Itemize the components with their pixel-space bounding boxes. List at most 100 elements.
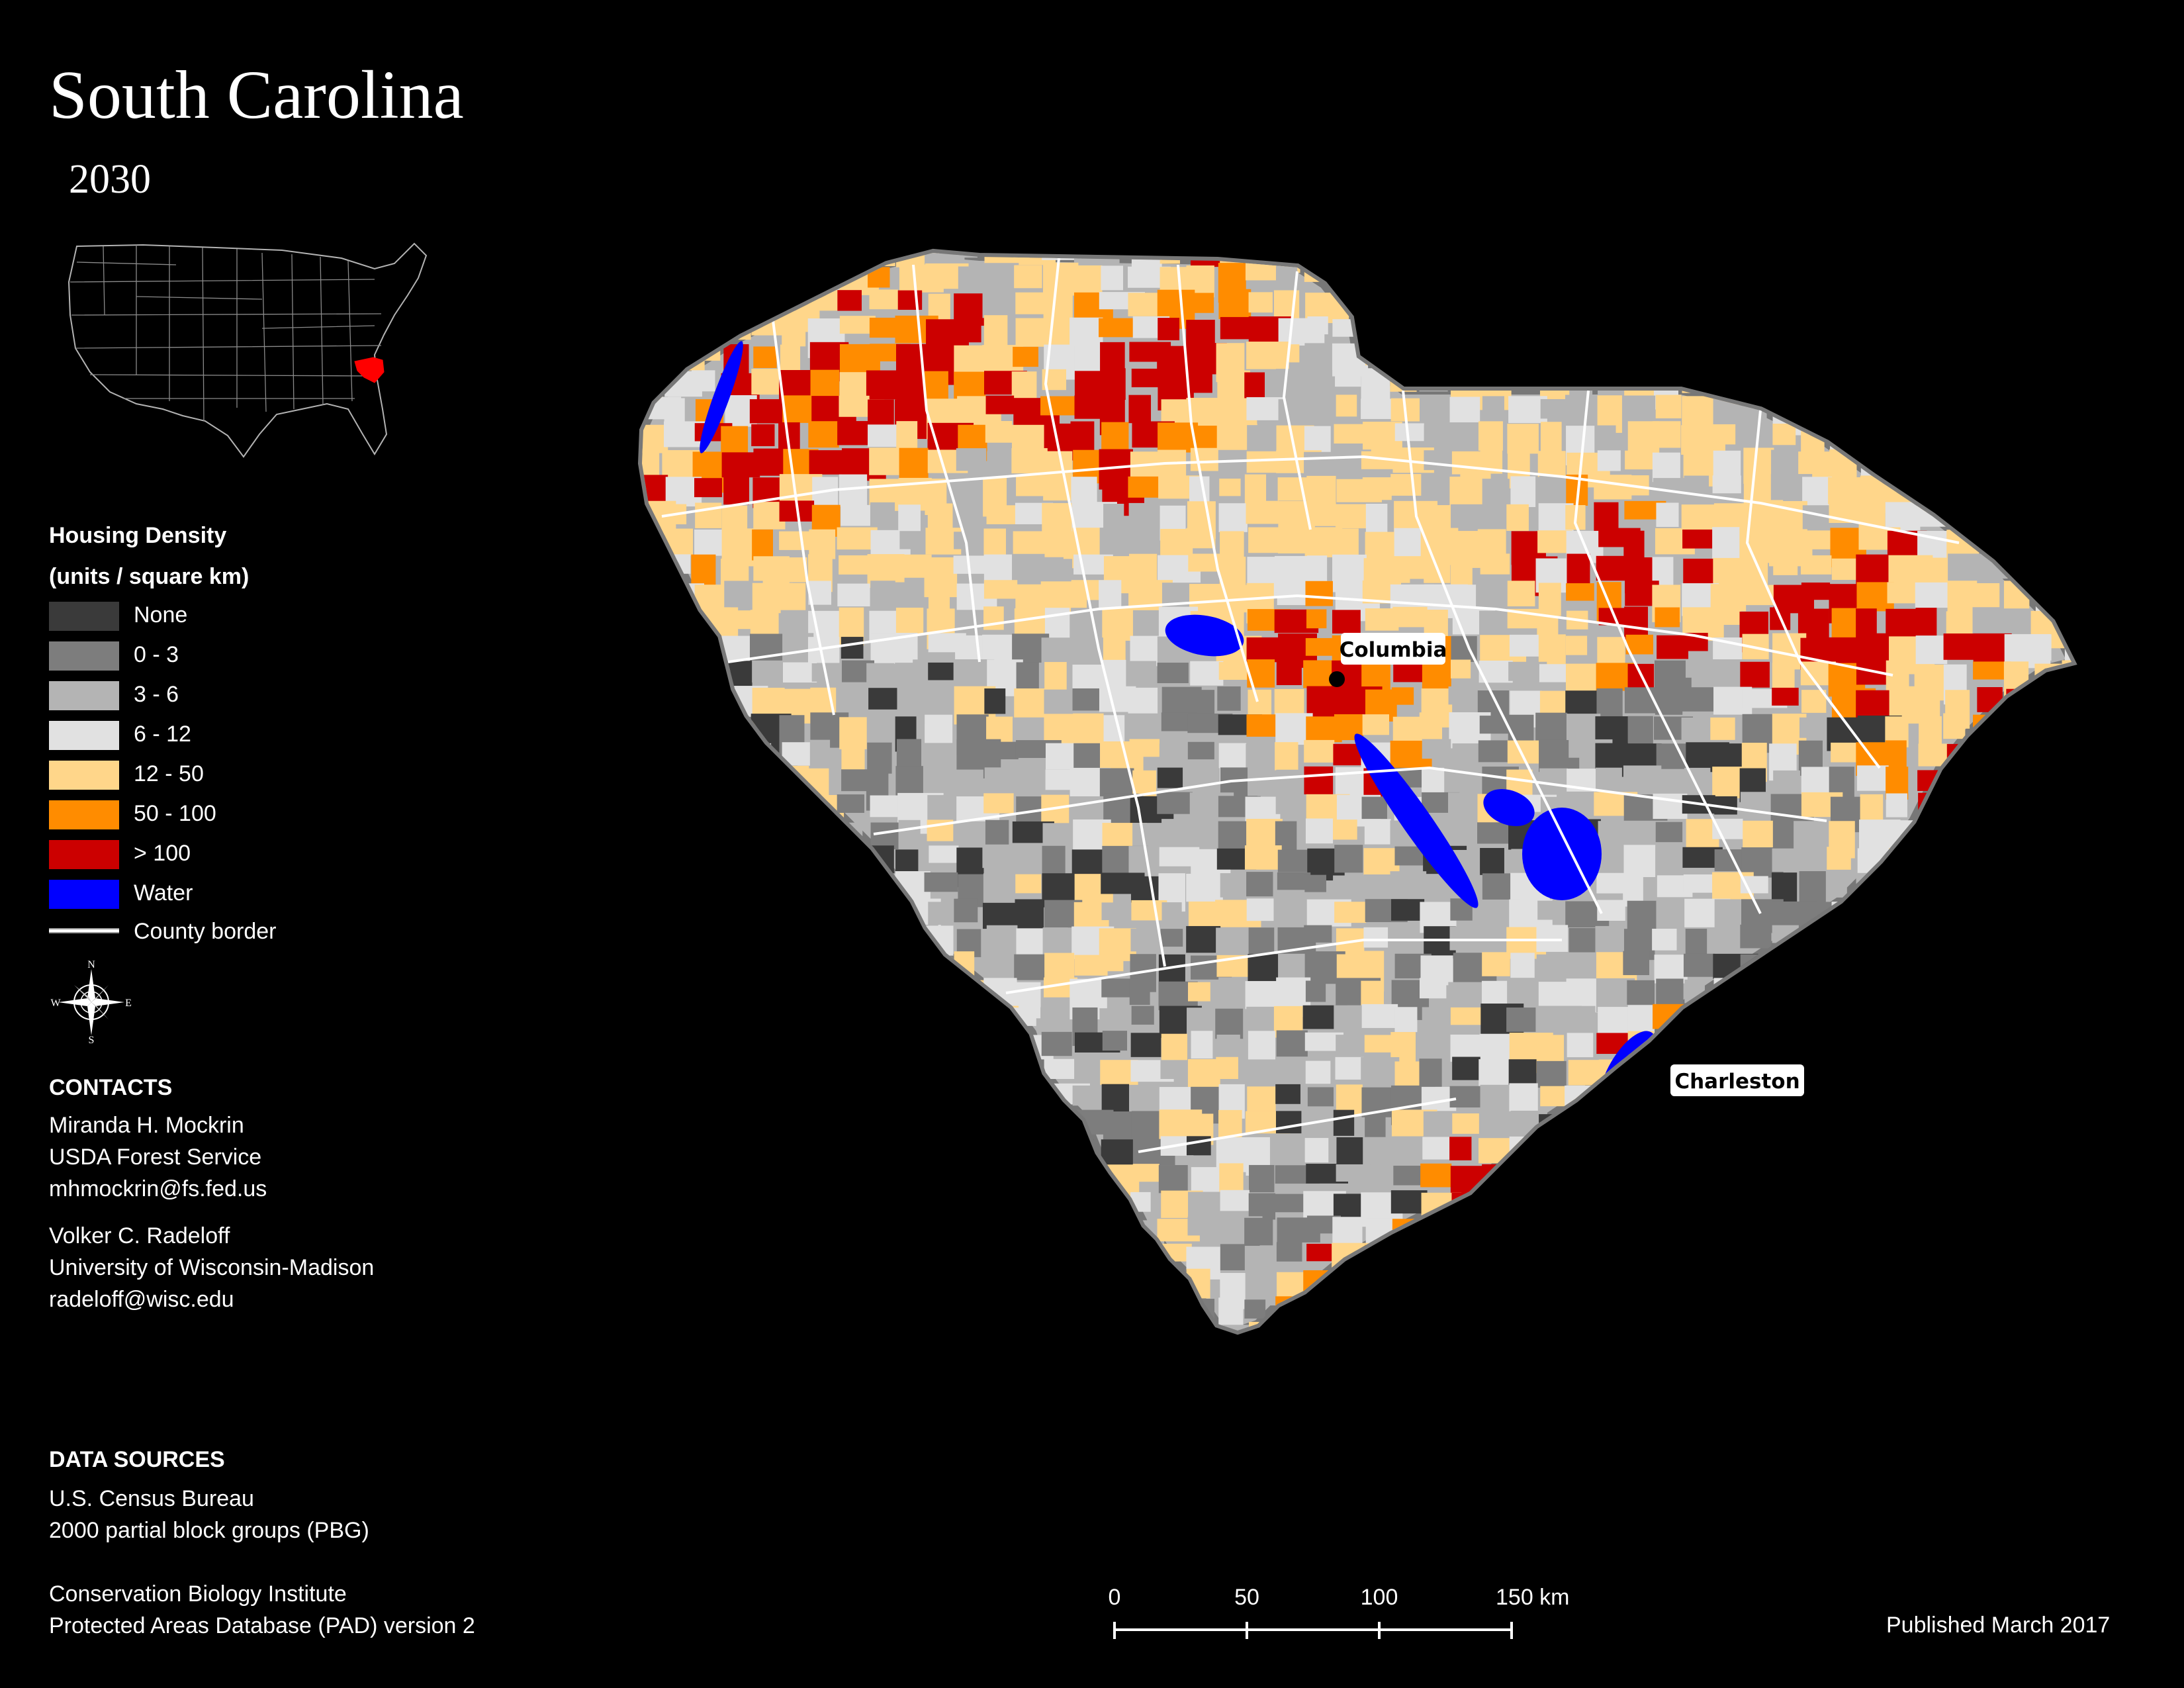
density-cell bbox=[1715, 1351, 1748, 1389]
density-cell bbox=[1596, 872, 1626, 894]
density-cell bbox=[1799, 927, 1831, 955]
density-cell bbox=[1452, 1270, 1477, 1293]
density-cell bbox=[782, 902, 826, 923]
density-cell bbox=[2030, 820, 2063, 853]
density-cell bbox=[2032, 474, 2057, 495]
density-cell bbox=[2005, 1215, 2030, 1240]
density-cell bbox=[1422, 1246, 1461, 1286]
density-cell bbox=[1537, 1164, 1568, 1201]
density-cell bbox=[642, 1086, 675, 1116]
density-cell bbox=[1800, 555, 1832, 575]
density-cell bbox=[1768, 1378, 1802, 1403]
density-cell bbox=[1016, 557, 1042, 579]
density-cell bbox=[1159, 1375, 1203, 1403]
density-cell bbox=[1597, 900, 1625, 921]
density-cell bbox=[840, 1033, 874, 1073]
density-cell bbox=[811, 1270, 838, 1290]
density-cell bbox=[2002, 1109, 2034, 1136]
density-cell bbox=[1799, 1220, 1840, 1248]
density-cell bbox=[2064, 796, 2071, 829]
density-cell bbox=[1449, 1295, 1477, 1327]
density-cell bbox=[1013, 253, 1056, 265]
density-cell bbox=[720, 714, 744, 741]
density-cell bbox=[1216, 927, 1254, 959]
compass-rose-icon: N S W E bbox=[50, 960, 132, 1045]
density-cell bbox=[1770, 1111, 1812, 1141]
density-cell bbox=[810, 1244, 840, 1266]
density-cell bbox=[642, 794, 673, 818]
density-cell bbox=[895, 1139, 920, 1162]
density-cell bbox=[692, 661, 723, 694]
density-cell bbox=[1973, 422, 2009, 461]
density-cell bbox=[807, 953, 831, 991]
density-cell bbox=[1306, 253, 1328, 271]
density-cell bbox=[750, 1325, 780, 1331]
density-cell bbox=[1829, 1139, 1876, 1166]
density-cell bbox=[1885, 1268, 1907, 1301]
density-cell bbox=[1860, 926, 1905, 966]
density-cell bbox=[810, 369, 840, 397]
legend-title-line2: (units / square km) bbox=[49, 564, 250, 589]
density-cell bbox=[692, 1272, 730, 1293]
density-cell bbox=[1391, 1378, 1420, 1396]
density-cell bbox=[1974, 872, 2004, 899]
density-cell bbox=[1218, 977, 1243, 1002]
density-cell bbox=[899, 1352, 927, 1376]
compass-e: E bbox=[125, 998, 132, 1009]
density-cell bbox=[2003, 796, 2028, 831]
density-cell bbox=[780, 344, 801, 373]
density-cell bbox=[721, 900, 754, 936]
density-cell bbox=[664, 1109, 709, 1132]
density-cell bbox=[1656, 1295, 1700, 1323]
density-cell bbox=[692, 1112, 738, 1136]
density-cell bbox=[662, 898, 706, 927]
density-cell bbox=[1946, 265, 1979, 284]
density-cell bbox=[1858, 368, 1880, 399]
density-cell bbox=[782, 557, 807, 583]
density-cell bbox=[1885, 1349, 1906, 1389]
density-cell bbox=[1915, 1272, 1949, 1300]
density-cell bbox=[642, 634, 680, 663]
density-cell bbox=[1334, 1349, 1359, 1380]
density-cell bbox=[1073, 1350, 1111, 1387]
legend-item-over-100: > 100 bbox=[49, 838, 393, 871]
density-cell bbox=[1917, 1298, 1956, 1317]
density-cell bbox=[693, 821, 739, 843]
density-cell bbox=[1450, 659, 1471, 679]
density-cell bbox=[897, 1162, 937, 1189]
density-cell bbox=[1305, 369, 1333, 398]
legend-swatch bbox=[49, 721, 119, 750]
density-cell bbox=[866, 1350, 890, 1384]
density-cell bbox=[983, 315, 1008, 351]
density-cell bbox=[752, 1137, 791, 1178]
density-cell bbox=[1889, 898, 1924, 925]
density-cell bbox=[1595, 1113, 1623, 1147]
density-cell bbox=[2032, 289, 2060, 330]
density-cell bbox=[1947, 1008, 1970, 1046]
density-cell bbox=[809, 1326, 844, 1331]
density-cell bbox=[927, 1379, 959, 1403]
density-cell bbox=[1828, 1057, 1850, 1091]
compass-w: W bbox=[50, 998, 61, 1009]
density-cell bbox=[1947, 1059, 1978, 1087]
density-cell bbox=[868, 1085, 902, 1117]
density-cell bbox=[1944, 343, 1983, 371]
density-cell bbox=[1365, 1348, 1396, 1375]
density-cell bbox=[1682, 1216, 1705, 1256]
density-cell bbox=[1248, 1193, 1276, 1220]
density-cell bbox=[1536, 1060, 1567, 1088]
density-cell bbox=[812, 1141, 841, 1161]
density-cell bbox=[924, 1005, 954, 1041]
density-cell bbox=[1859, 955, 1884, 992]
data-sources-heading: DATA SOURCES bbox=[49, 1447, 225, 1472]
density-cell bbox=[1566, 1269, 1591, 1299]
density-cell bbox=[1567, 1033, 1594, 1058]
density-cell bbox=[1889, 1215, 1930, 1242]
density-cell bbox=[1944, 1350, 1979, 1385]
density-cell bbox=[871, 1376, 915, 1403]
density-cell bbox=[1013, 346, 1038, 367]
density-cell bbox=[2034, 1137, 2071, 1178]
density-cell bbox=[1948, 1087, 1973, 1116]
density-cell bbox=[1769, 1243, 1811, 1276]
density-cell bbox=[1334, 1268, 1364, 1307]
